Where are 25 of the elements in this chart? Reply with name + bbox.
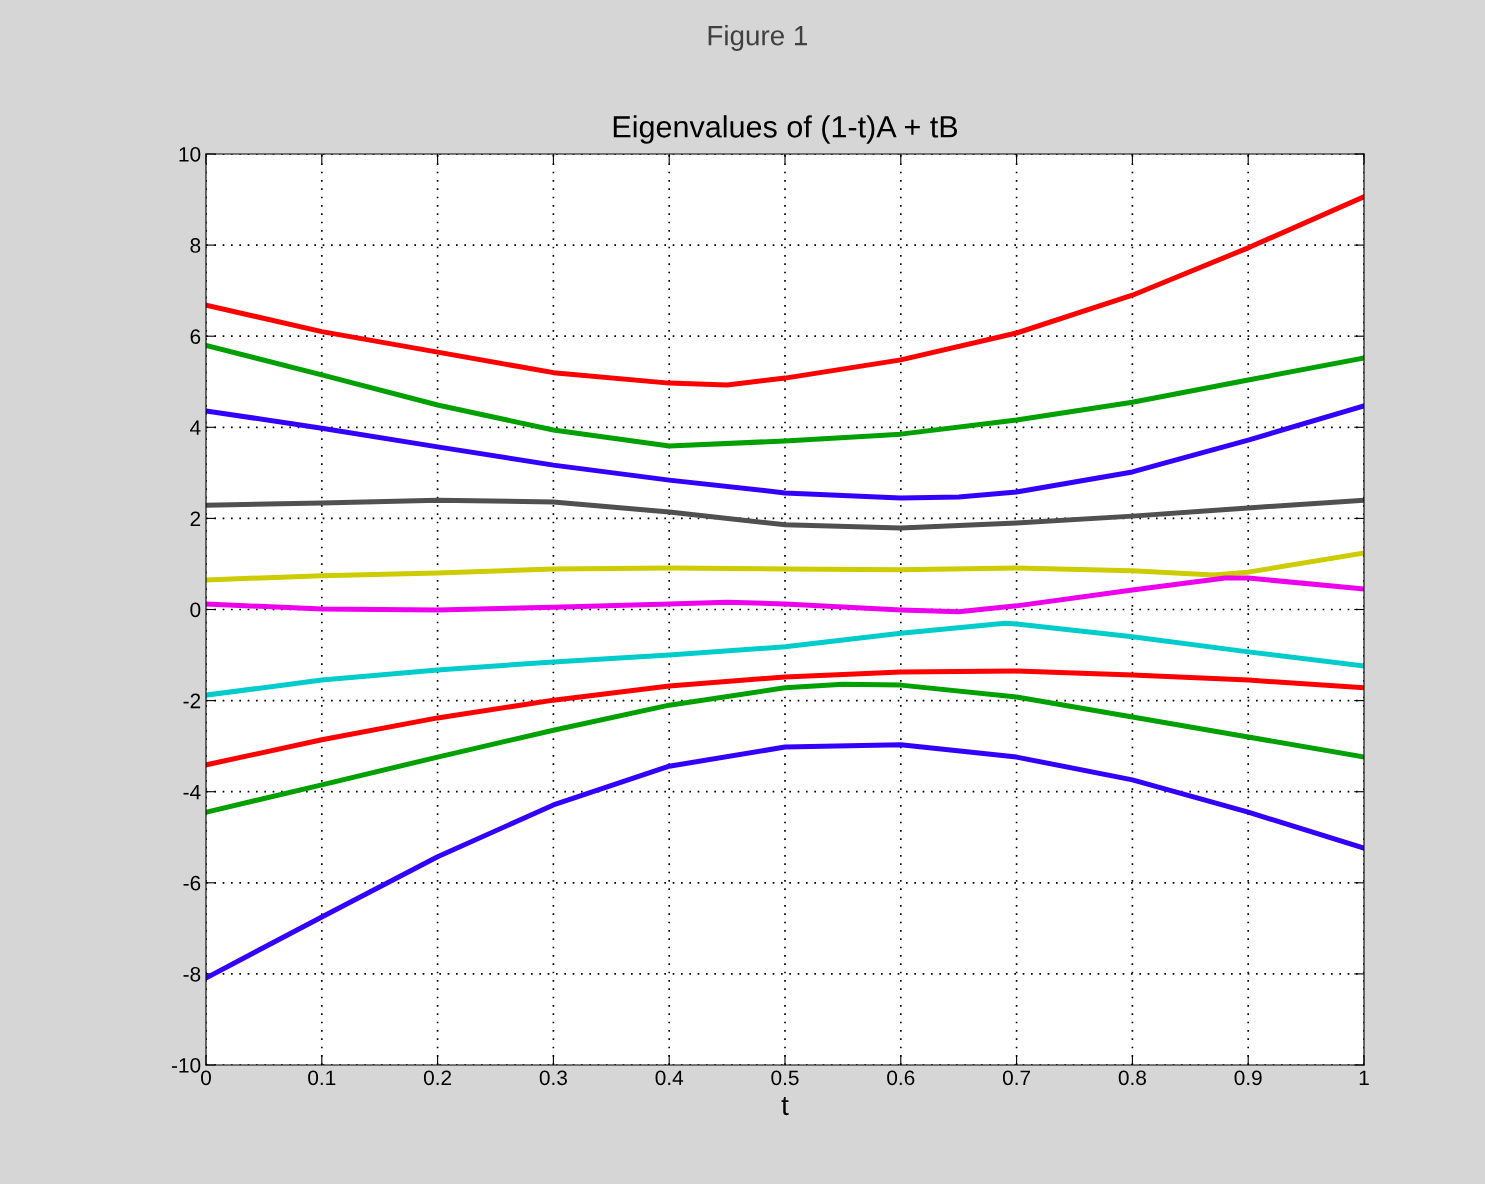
x-tick-label: 0.4 xyxy=(655,1070,684,1086)
x-tick-label: 0.2 xyxy=(423,1070,452,1086)
y-tick-label: 4 xyxy=(190,420,201,435)
y-tick-label: 2 xyxy=(190,511,201,526)
x-tick-label: 0.7 xyxy=(1002,1070,1031,1086)
x-tick-label: 0.1 xyxy=(308,1070,336,1086)
x-tick-label: 0.8 xyxy=(1118,1070,1146,1086)
x-tick-label: 0 xyxy=(201,1070,211,1086)
x-tick-label: 0.3 xyxy=(539,1070,567,1086)
x-tick-label: 0.5 xyxy=(771,1070,799,1086)
y-tick-label: -6 xyxy=(183,875,201,891)
x-axis-title: t xyxy=(781,1097,789,1116)
y-tick-label: 6 xyxy=(190,329,201,344)
y-tick-label: -4 xyxy=(183,784,201,800)
y-tick-label: -10 xyxy=(171,1058,201,1073)
y-tick-label: -8 xyxy=(183,966,201,982)
x-tick-label: 0.9 xyxy=(1234,1070,1262,1086)
caption: Figure 1 xyxy=(708,25,807,51)
y-tick-label: -2 xyxy=(183,693,201,709)
chart-title: Eigenvalues of (1-t)A + tB xyxy=(613,115,958,144)
y-tick-label: 0 xyxy=(190,602,201,618)
x-tick-label: 1 xyxy=(1359,1070,1369,1085)
y-tick-label: 10 xyxy=(179,147,201,162)
y-tick-label: 8 xyxy=(190,238,201,253)
x-tick-label: 0.6 xyxy=(887,1070,915,1086)
